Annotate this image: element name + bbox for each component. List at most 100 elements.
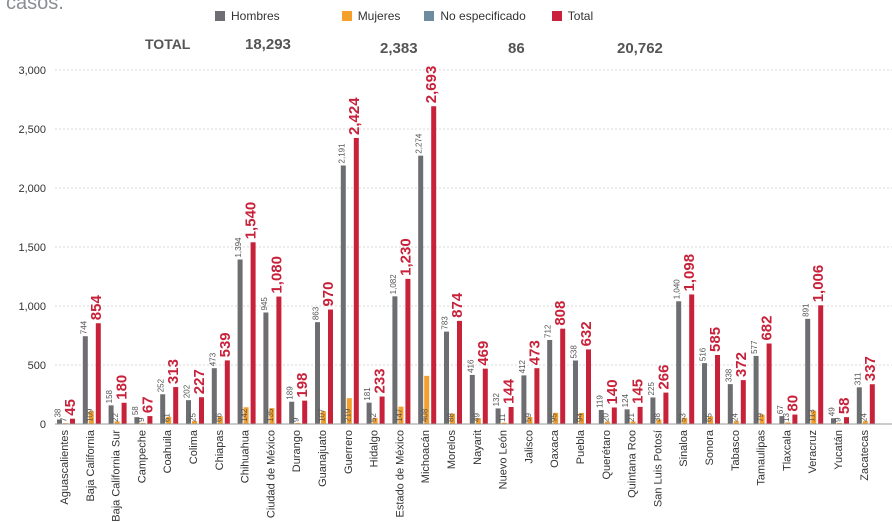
bar-total — [818, 305, 824, 424]
bar-mujeres — [88, 411, 94, 424]
bar-total — [302, 400, 308, 424]
bar-hombres — [82, 336, 88, 424]
bar-hombres — [521, 375, 527, 424]
bar-mujeres — [708, 416, 713, 424]
bar-mujeres — [759, 414, 765, 424]
y-tick-label: 1,000 — [18, 301, 46, 313]
data-label-mujeres: 11 — [498, 413, 507, 422]
data-label-hombres: 158 — [105, 389, 114, 403]
y-tick-label: 1,500 — [18, 242, 46, 254]
data-label-hombres: 473 — [208, 352, 217, 366]
x-category-label: Colima — [188, 429, 200, 464]
chart-legend: Hombres Mujeres No especificado Total — [215, 9, 621, 23]
data-label-mujeres: 65 — [705, 413, 714, 422]
data-label-total: 266 — [655, 365, 672, 390]
y-tick-label: 2,500 — [18, 124, 46, 136]
data-label-hombres: 1,040 — [673, 279, 682, 300]
data-label-total: 227 — [191, 369, 208, 394]
bar-total — [560, 328, 566, 424]
x-category-label: Zacatecas — [859, 430, 871, 481]
bar-total — [766, 343, 772, 424]
data-label-mujeres: 38 — [653, 413, 662, 422]
bar-mujeres — [604, 421, 610, 424]
bar-mujeres — [527, 417, 533, 424]
legend-swatch-mujeres — [341, 11, 352, 21]
x-category-label: Aguascalientes — [59, 430, 71, 505]
bar-total — [224, 360, 230, 424]
bar-total — [869, 384, 875, 424]
x-category-label: Ciudad de México — [265, 430, 277, 518]
x-category-label: Sonora — [704, 429, 716, 465]
bar-hombres — [134, 417, 140, 424]
bar-mujeres — [733, 421, 739, 424]
data-label-mujeres: 95 — [550, 413, 559, 422]
data-label-total: 337 — [862, 356, 879, 381]
data-label-hombres: 744 — [79, 320, 88, 334]
bar-total — [740, 380, 746, 424]
bar-hombres — [315, 322, 320, 424]
bar-mujeres — [785, 422, 791, 424]
bar-total — [276, 296, 282, 424]
y-tick-label: 500 — [28, 360, 46, 372]
data-label-hombres: 132 — [492, 393, 501, 407]
bar-mujeres — [450, 413, 455, 424]
bar-mujeres — [630, 421, 636, 424]
bar-mujeres — [192, 421, 197, 424]
bar-mujeres — [398, 406, 404, 424]
bar-total — [379, 396, 385, 424]
bar-hombres — [392, 296, 398, 424]
bar-mujeres — [682, 417, 688, 424]
bar-hombres — [779, 416, 785, 424]
legend-item-total: Total — [551, 9, 594, 23]
data-label-hombres: 252 — [157, 378, 166, 392]
bar-mujeres — [862, 421, 868, 424]
data-label-total: 180 — [114, 375, 131, 400]
data-label-mujeres: 219 — [343, 408, 352, 422]
x-category-label: Chiapas — [214, 430, 226, 471]
bar-hombres — [186, 400, 191, 424]
legend-item-hombres: Hombres — [215, 9, 280, 23]
data-label-total: 854 — [88, 295, 105, 321]
data-label-mujeres: 21 — [627, 413, 636, 422]
legend-label-total: Total — [567, 9, 594, 23]
bar-hombres — [108, 405, 114, 424]
data-label-total: 198 — [294, 373, 311, 398]
bar-hombres — [831, 418, 836, 424]
data-label-total: 469 — [475, 341, 492, 366]
data-label-total: 808 — [552, 301, 569, 326]
bar-total — [637, 406, 643, 424]
legend-item-no-especificado: No especificado — [424, 9, 526, 23]
bar-total — [508, 407, 514, 424]
data-label-hombres: 945 — [260, 297, 269, 311]
data-label-hombres: 202 — [183, 384, 192, 398]
bar-hombres — [57, 419, 62, 424]
x-category-label: Tabasco — [730, 430, 742, 471]
bar-mujeres — [553, 412, 559, 424]
data-label-mujeres: 24 — [859, 413, 868, 422]
bar-hombres — [573, 360, 578, 424]
bar-mujeres — [811, 410, 817, 424]
totals-row: TOTAL 18,293 2,383 86 20,762 — [0, 36, 892, 58]
data-label-mujeres: 49 — [472, 413, 481, 422]
bar-mujeres — [656, 419, 662, 424]
bar-hombres — [624, 409, 630, 424]
data-label-hombres: 124 — [621, 393, 630, 407]
x-category-label: Tlaxcala — [781, 429, 793, 471]
data-label-mujeres: 142 — [240, 408, 249, 422]
bar-mujeres — [321, 411, 326, 424]
bar-total — [328, 309, 333, 424]
totals-label: TOTAL — [145, 36, 191, 52]
x-category-label: Guerrero — [343, 430, 355, 474]
data-label-hombres: 338 — [724, 368, 733, 382]
bar-hombres — [727, 384, 733, 424]
data-label-total: 67 — [139, 396, 156, 413]
data-label-hombres: 538 — [570, 345, 579, 359]
data-label-total: 970 — [320, 282, 337, 307]
bar-total — [689, 294, 695, 424]
bar-mujeres — [217, 416, 223, 424]
x-category-label: Hidalgo — [369, 430, 381, 467]
data-label-mujeres: 147 — [395, 408, 404, 422]
data-label-mujeres: 79 — [756, 413, 765, 422]
data-label-hombres: 67 — [776, 405, 785, 414]
totals-total: 20,762 — [617, 40, 663, 57]
